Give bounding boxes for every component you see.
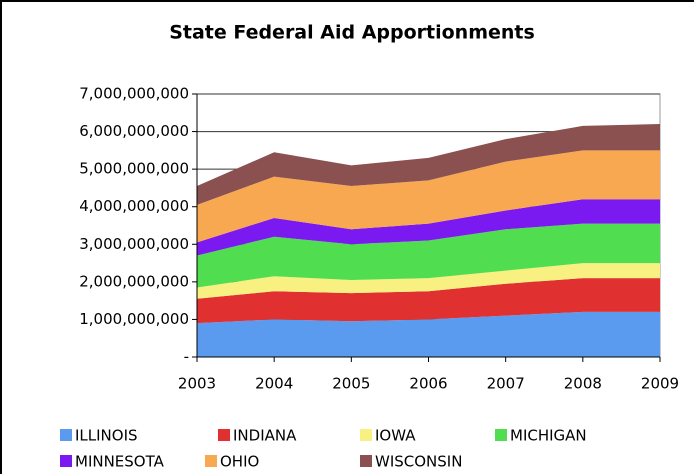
y-tick-label: 3,000,000,000 <box>79 235 189 253</box>
y-tick-label: 1,000,000,000 <box>79 310 189 328</box>
x-tick-label: 2006 <box>409 375 447 393</box>
legend-swatch <box>205 455 217 467</box>
legend-label: ILLINOIS <box>75 427 138 445</box>
y-tick-label: - <box>184 348 189 366</box>
area <box>197 278 660 324</box>
legend-label: MICHIGAN <box>510 427 587 445</box>
y-tick-label: 4,000,000,000 <box>79 197 189 215</box>
x-tick-label: 2008 <box>564 375 602 393</box>
legend-swatch <box>495 429 507 441</box>
legend-swatch <box>360 455 372 467</box>
x-tick-label: 2005 <box>332 375 370 393</box>
x-tick-label: 2007 <box>487 375 525 393</box>
legend-label: INDIANA <box>233 427 297 445</box>
chart-title: State Federal Aid Apportionments <box>169 22 535 44</box>
y-tick-label: 6,000,000,000 <box>79 122 189 140</box>
area <box>197 311 660 357</box>
legend-swatch <box>360 429 372 441</box>
legend-label: MINNESOTA <box>75 453 165 471</box>
legend-swatch <box>60 429 72 441</box>
y-tick-label: 2,000,000,000 <box>79 272 189 290</box>
area <box>197 150 660 243</box>
x-tick-label: 2009 <box>641 375 679 393</box>
x-tick-label: 2003 <box>178 375 216 393</box>
legend-label: WISCONSIN <box>375 453 462 471</box>
area <box>197 199 660 256</box>
legend-swatch <box>218 429 230 441</box>
area <box>197 223 660 288</box>
area <box>197 263 660 299</box>
legend-swatch <box>60 455 72 467</box>
area <box>197 124 660 205</box>
legend-label: OHIO <box>220 453 259 471</box>
legend-label: IOWA <box>375 427 416 445</box>
y-tick-label: 5,000,000,000 <box>79 160 189 178</box>
y-tick-label: 7,000,000,000 <box>79 85 189 103</box>
x-tick-label: 2004 <box>255 375 293 393</box>
